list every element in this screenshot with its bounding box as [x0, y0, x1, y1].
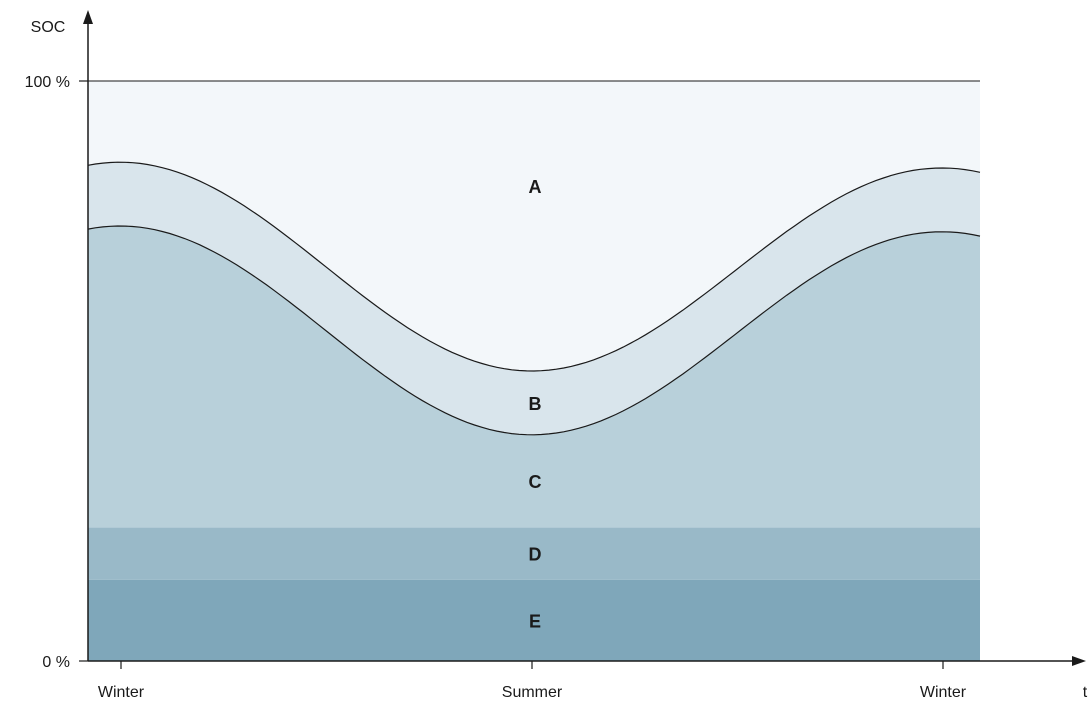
region-label-b: B — [529, 394, 542, 414]
region-label-e: E — [529, 611, 541, 631]
x-axis-label: t — [1083, 684, 1088, 701]
region-d — [88, 527, 980, 580]
y-axis-label: SOC — [31, 19, 66, 36]
region-a — [88, 81, 980, 371]
y-tick-label: 100 % — [25, 74, 70, 91]
x-axis-arrow-icon — [1072, 656, 1086, 666]
chart-axes — [79, 10, 1086, 669]
y-tick-label: 0 % — [42, 654, 70, 671]
region-c — [88, 226, 980, 528]
region-e — [88, 579, 980, 661]
region-label-c: C — [529, 472, 542, 492]
chart-regions — [88, 81, 980, 661]
chart-curves — [87, 161, 981, 436]
x-tick-label: Winter — [98, 684, 145, 701]
x-tick-label: Summer — [502, 684, 563, 701]
region-b — [88, 162, 980, 435]
lower-curve-line — [87, 225, 981, 436]
y-axis-arrow-icon — [83, 10, 93, 24]
x-tick-label: Winter — [920, 684, 967, 701]
region-label-a: A — [529, 177, 542, 197]
upper-curve-line — [87, 161, 981, 372]
region-label-d: D — [529, 545, 542, 565]
chart-labels: SOC 100 % 0 % Winter Summer Winter t A B C D E — [25, 19, 1088, 701]
